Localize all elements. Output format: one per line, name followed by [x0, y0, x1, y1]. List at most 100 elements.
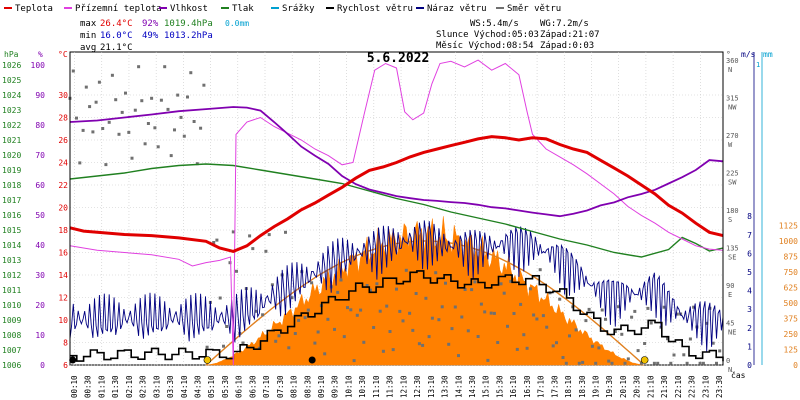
wind-direction-point [688, 337, 692, 341]
temperature-tick-label: 6 [63, 361, 68, 370]
wind-direction-point [666, 337, 669, 341]
wind-direction-point [218, 296, 222, 300]
x-tick-label: 14:30 [468, 375, 477, 398]
wind-direction-point [639, 361, 643, 365]
pressure-tick-label: 1014 [2, 241, 21, 250]
wind-direction-point [159, 98, 163, 102]
x-tick-label: 16:10 [509, 375, 518, 398]
wind-direction-point [479, 302, 483, 306]
pressure-tick-label: 1013 [2, 256, 21, 265]
wind-direction-point [617, 305, 620, 309]
wind-direction-point [349, 308, 353, 312]
wind-direction-point [558, 297, 562, 301]
x-tick-label: 06:30 [248, 375, 257, 398]
wind-direction-point [604, 317, 607, 321]
direction-name-label: N [728, 366, 732, 374]
wind-direction-point [519, 302, 523, 306]
wind-direction-point [715, 361, 718, 365]
wind-direction-point [574, 328, 578, 332]
wind-direction-point [189, 71, 193, 75]
wind-direction-point [502, 291, 506, 295]
wind-direction-point [587, 307, 591, 311]
wind-direction-point [421, 343, 425, 347]
wind-direction-point [457, 354, 460, 358]
wind-direction-point [672, 353, 676, 357]
wind-direction-point [522, 333, 526, 337]
chart-title: 5.6.2022 [367, 51, 430, 66]
wind-direction-point [287, 346, 291, 350]
wind-direction-point [225, 325, 229, 328]
direction-name-label: NW [728, 104, 737, 112]
temperature-tick-label: 20 [58, 204, 68, 213]
legend-label: Vlhkost [170, 4, 208, 14]
wind-direction-point [222, 344, 225, 348]
wind-direction-point [284, 230, 287, 234]
moon-set: Západ:0:03 [540, 41, 594, 51]
humidity-tick-label: 40 [35, 241, 45, 250]
pressure-tick-label: 1022 [2, 121, 21, 130]
legend-label: Přízemní teplota [75, 4, 162, 14]
wind-direction-point [267, 233, 271, 237]
radiation-tick-label: 375 [784, 315, 799, 324]
wind-direction-point [600, 308, 604, 312]
grid [70, 52, 723, 366]
wind-direction-point [156, 145, 160, 149]
wind-direction-point [133, 108, 137, 112]
wind-direction-point [186, 95, 189, 99]
wind-direction-point [107, 120, 111, 124]
radiation-tick-label: 250 [784, 330, 799, 339]
wind-direction-point [437, 318, 441, 322]
direction-name-label: SW [728, 179, 737, 187]
stats-max-hum: 92% [142, 19, 159, 29]
series-humidity [69, 106, 724, 218]
wind-direction-point [633, 309, 637, 313]
humidity-tick-label: 20 [35, 301, 45, 310]
direction-name-label: S [728, 216, 732, 224]
series-pressure [69, 163, 724, 258]
temperature-tick-label: 12 [58, 294, 68, 303]
wind-direction-point [718, 349, 722, 353]
wind-direction-point [395, 287, 398, 291]
wind-direction-point [352, 359, 356, 363]
wind-direction-point [310, 281, 314, 285]
wind-direction-point [179, 115, 183, 119]
wind-direction-point [117, 132, 121, 136]
humidity-tick-label: 60 [35, 181, 45, 190]
wind-direction-point [375, 282, 379, 286]
rain-unit: mm [763, 50, 773, 59]
wind-direction-point [153, 126, 157, 130]
wind-direction-point [620, 332, 624, 336]
wind-direction-point [535, 317, 539, 321]
wind-direction-point [528, 287, 532, 291]
wind-direction-point [75, 116, 78, 120]
x-tick-label: 18:30 [578, 375, 587, 398]
temperature-tick-label: 14 [58, 271, 68, 280]
x-tick-label: 12:30 [413, 375, 422, 398]
wind-direction-point [293, 332, 297, 335]
wind-direction-point [401, 319, 405, 323]
humidity-tick-label: 10 [35, 331, 45, 340]
wind-direction-point [450, 327, 454, 331]
direction-name-label: N [728, 66, 732, 74]
axis-labels: 1006100710081009101010111012101310141015… [2, 50, 798, 398]
wind-direction-point [391, 348, 395, 352]
wind-direction-point [555, 341, 558, 345]
x-tick-label: 21:30 [660, 375, 669, 398]
wind-direction-point [202, 83, 206, 87]
wind-ws: WS:5.4m/s [470, 19, 519, 29]
wind-direction-point [290, 296, 294, 300]
wind-tick-label: 7 [747, 231, 752, 240]
wind-direction-point [150, 96, 154, 100]
wind-direction-point [355, 313, 359, 317]
wind-direction-point [336, 290, 340, 294]
series-ground-temperature [69, 59, 724, 366]
wind-direction-point [241, 341, 245, 345]
wind-direction-point [610, 361, 614, 365]
pressure-tick-label: 1024 [2, 91, 21, 100]
x-tick-label: 05:30 [221, 375, 230, 398]
x-tick-label: 22:10 [674, 375, 683, 398]
wind-direction-point [417, 342, 421, 346]
wind-direction-point [205, 345, 209, 349]
x-tick-label: 18:10 [564, 375, 573, 398]
